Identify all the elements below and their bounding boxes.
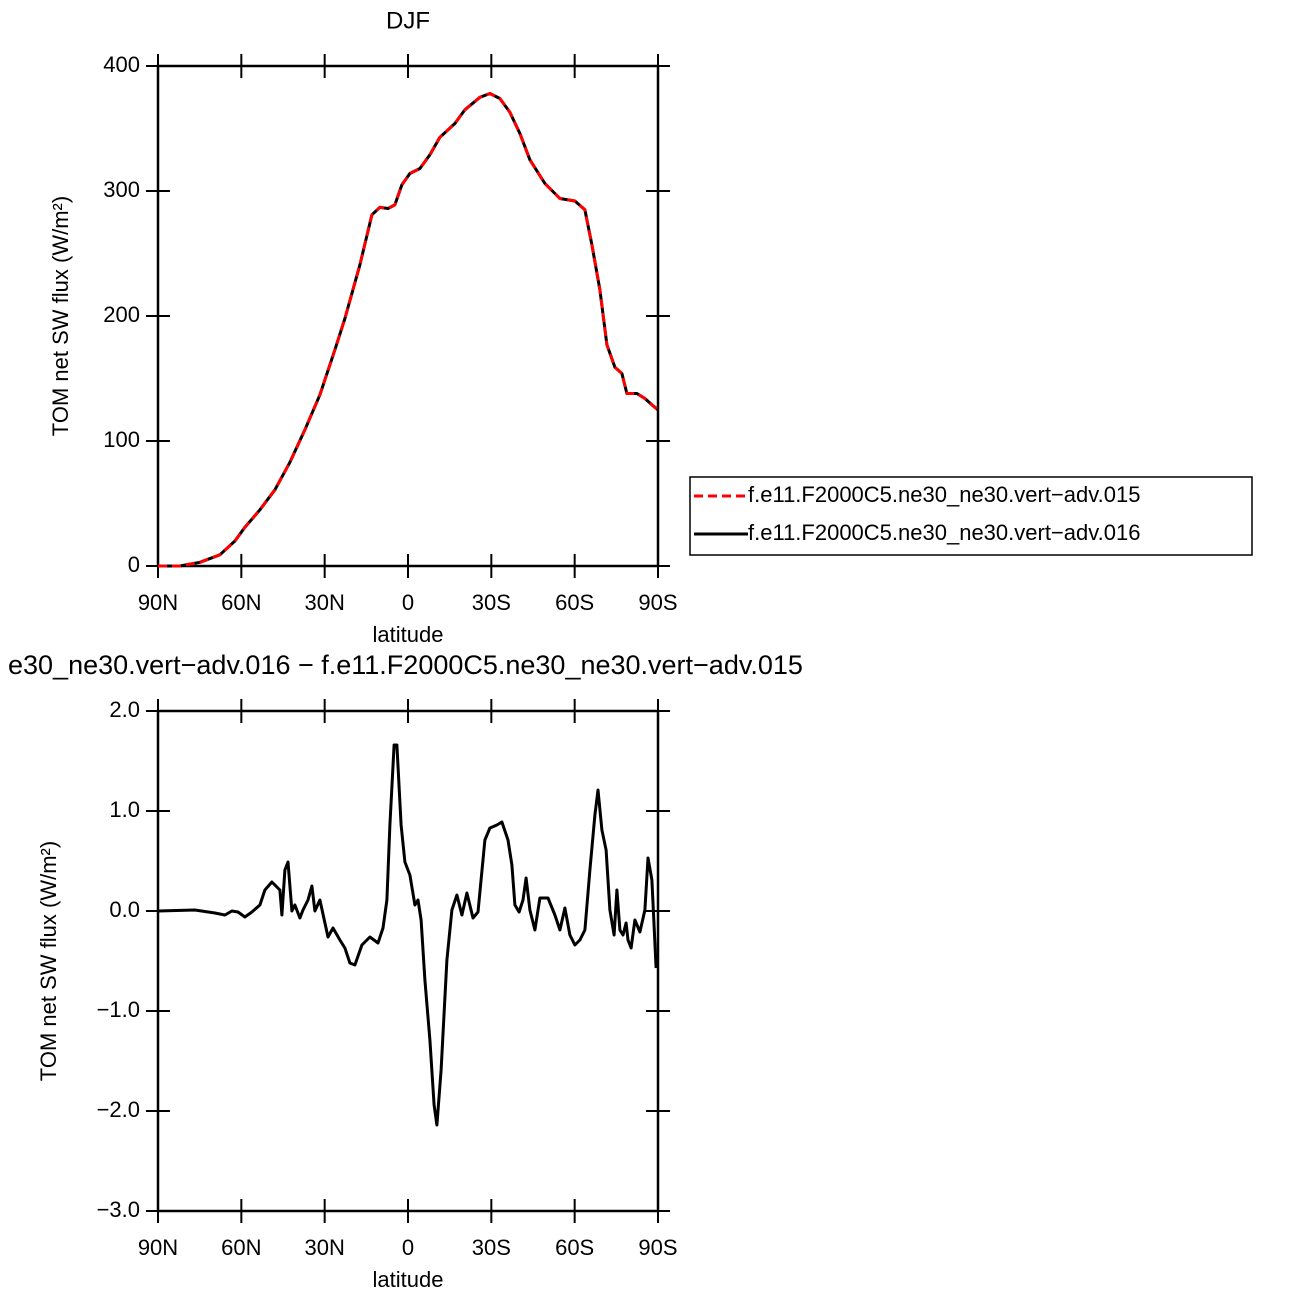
x-tick-label: 60N: [221, 1235, 261, 1260]
x-tick-label: 30N: [304, 1235, 344, 1260]
y-axis-label: TOM net SW flux (W/m²): [48, 196, 73, 436]
x-axis-label: latitude: [373, 622, 444, 647]
plot-frame: [156, 64, 660, 568]
y-tick-label: 100: [103, 427, 140, 452]
plot-frame: [156, 709, 660, 1213]
x-tick-label: 90N: [138, 590, 178, 615]
y-axis-label: TOM net SW flux (W/m²): [36, 841, 61, 1081]
chart-title: DJF: [386, 7, 430, 34]
x-tick-label: 0: [402, 590, 414, 615]
y-tick-label: 1.0: [109, 797, 140, 822]
y-tick-label: 300: [103, 177, 140, 202]
y-tick-label: 2.0: [109, 697, 140, 722]
x-tick-label: 60S: [555, 590, 594, 615]
y-tick-label: 0.0: [109, 897, 140, 922]
x-tick-label: 30S: [472, 590, 511, 615]
x-axis-label: latitude: [373, 1267, 444, 1292]
x-tick-label: 90S: [638, 1235, 677, 1260]
x-tick-label: 90N: [138, 1235, 178, 1260]
y-tick-label: −3.0: [97, 1197, 140, 1222]
data-line: [158, 92, 659, 568]
x-tick-label: 0: [402, 1235, 414, 1260]
y-tick-label: 400: [103, 52, 140, 77]
data-line: [157, 743, 658, 1127]
legend-box: [689, 476, 1253, 556]
legend-label: f.e11.F2000C5.ne30_ne30.vert−adv.016: [748, 520, 1140, 545]
chart-title: e30_ne30.vert−adv.016 − f.e11.F2000C5.ne…: [8, 650, 803, 680]
x-tick-label: 60N: [221, 590, 261, 615]
x-tick-label: 30N: [304, 590, 344, 615]
y-tick-label: −1.0: [97, 997, 140, 1022]
y-tick-label: 200: [103, 302, 140, 327]
x-tick-label: 60S: [555, 1235, 594, 1260]
x-tick-label: 30S: [472, 1235, 511, 1260]
legend-label: f.e11.F2000C5.ne30_ne30.vert−adv.015: [748, 482, 1140, 507]
x-tick-label: 90S: [638, 590, 677, 615]
y-tick-label: −2.0: [97, 1097, 140, 1122]
data-line: [158, 92, 659, 568]
y-tick-label: 0: [128, 552, 140, 577]
